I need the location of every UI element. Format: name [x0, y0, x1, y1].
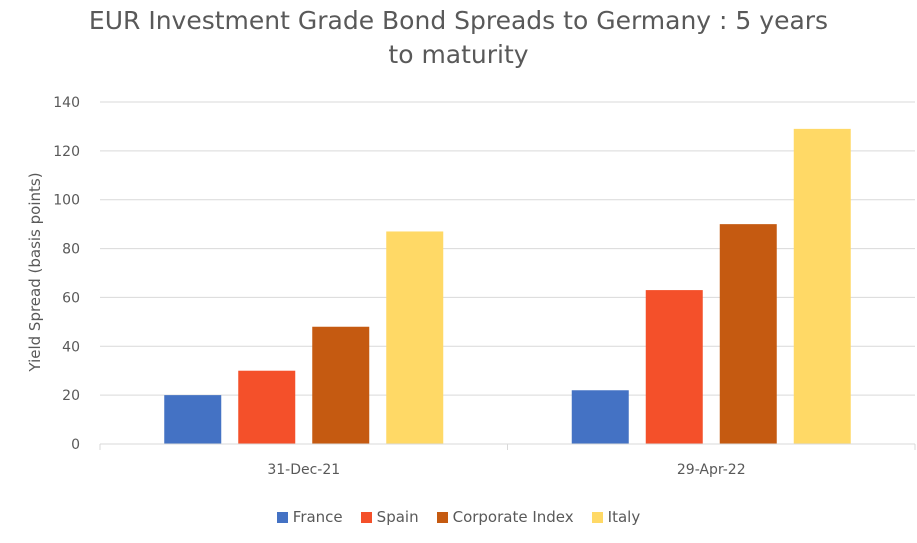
gridlines: [100, 101, 915, 396]
bars: [164, 128, 851, 444]
chart-title-line-1: EUR Investment Grade Bond Spreads to Ger…: [88, 6, 829, 35]
bar-corporate-index: [719, 224, 777, 444]
bar-spain: [238, 370, 296, 444]
legend: France Spain Corporate Index Italy: [0, 508, 917, 526]
bar-italy: [793, 128, 851, 444]
legend-label: France: [292, 508, 343, 526]
bar-corporate-index: [312, 326, 370, 444]
y-tick-label: 140: [53, 95, 80, 111]
y-axis-ticks: 0 20 40 60 80 100 120 140: [53, 95, 80, 453]
y-axis-label: Yield Spread (basis points): [26, 172, 44, 372]
y-tick-label: 80: [62, 242, 80, 258]
legend-label: Spain: [376, 508, 419, 526]
x-tick-label: 29-Apr-22: [677, 462, 746, 478]
bar-france: [571, 390, 629, 444]
legend-label: Corporate Index: [452, 508, 574, 526]
legend-item: Spain: [360, 508, 419, 526]
y-tick-label: 20: [62, 388, 80, 404]
y-tick-label: 120: [53, 144, 80, 160]
bar-spain: [645, 290, 703, 444]
legend-item: Italy: [591, 508, 641, 526]
bar-france: [164, 395, 222, 444]
x-axis: 31-Dec-21 29-Apr-22: [99, 443, 916, 478]
bar-italy: [386, 231, 444, 444]
y-tick-label: 100: [53, 193, 80, 209]
legend-item: France: [276, 508, 343, 526]
legend-swatch: [591, 511, 603, 523]
x-tick-label: 31-Dec-21: [267, 462, 340, 478]
legend-swatch: [436, 511, 448, 523]
y-tick-label: 0: [71, 437, 80, 453]
legend-item: Corporate Index: [436, 508, 574, 526]
y-tick-label: 40: [62, 339, 80, 355]
chart-title: EUR Investment Grade Bond Spreads to Ger…: [0, 4, 917, 72]
legend-swatch: [360, 511, 372, 523]
chart-title-line-2: to maturity: [388, 40, 529, 69]
y-tick-label: 60: [62, 290, 80, 306]
legend-label: Italy: [607, 508, 641, 526]
legend-swatch: [276, 511, 288, 523]
